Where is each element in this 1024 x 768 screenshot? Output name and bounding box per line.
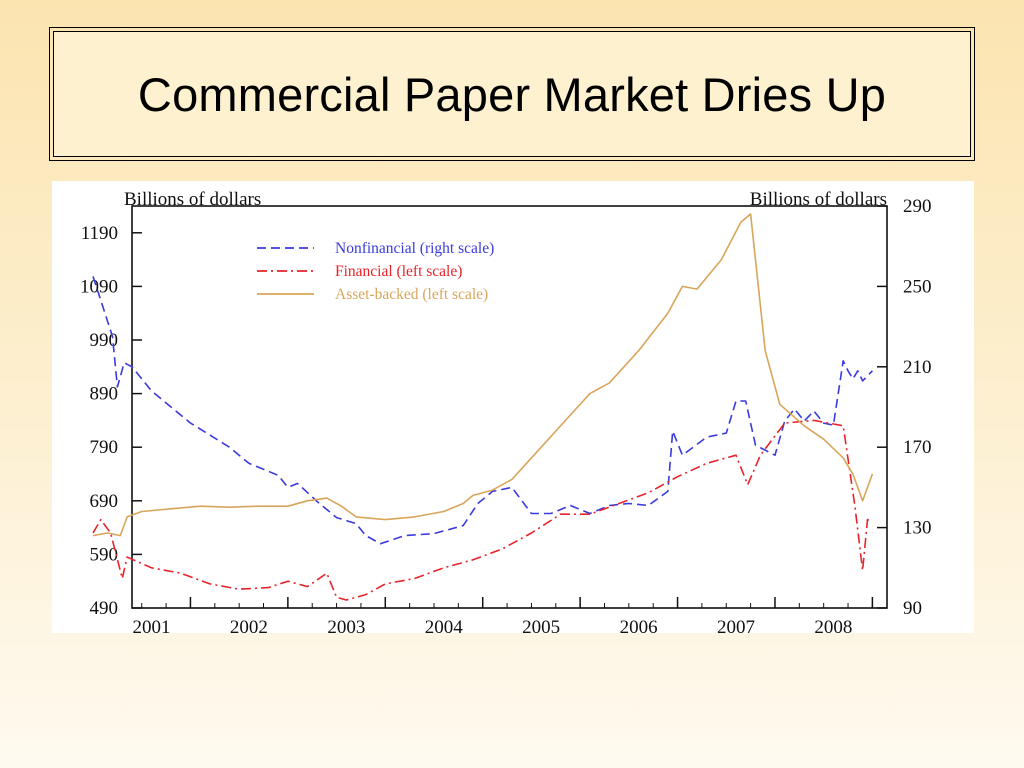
left-tick-label: 790 xyxy=(90,437,119,458)
asset-backed-series-line xyxy=(92,213,874,537)
right-tick-label: 90 xyxy=(903,598,922,619)
right-tick-label: 130 xyxy=(903,518,932,539)
legend-entry: Asset-backed (left scale) xyxy=(335,286,488,303)
left-tick-label: 1090 xyxy=(80,276,118,297)
x-tick-label: 2005 xyxy=(522,617,560,633)
slide-title: Commercial Paper Market Dries Up xyxy=(137,67,887,121)
right-axis-label: Billions of dollars xyxy=(750,189,887,210)
left-tick-label: 890 xyxy=(90,384,119,405)
left-tick-label: 590 xyxy=(90,544,119,565)
right-tick-label: 210 xyxy=(903,357,932,378)
slide-title-box: Commercial Paper Market Dries Up xyxy=(49,27,975,161)
right-tick-label: 250 xyxy=(903,276,932,297)
legend-entry: Financial (left scale) xyxy=(335,263,462,280)
financial-series-line xyxy=(92,419,873,601)
legend-entry: Nonfinancial (right scale) xyxy=(335,240,494,257)
x-tick-label: 2008 xyxy=(814,617,852,633)
nonfinancial-series-line xyxy=(92,276,873,545)
chart-panel: 490 590 690 790 890 990 1090 1190 90 130 170 210 250… xyxy=(52,181,974,633)
left-tick-label: 1190 xyxy=(81,223,118,244)
x-tick-label: 2002 xyxy=(230,617,268,633)
commercial-paper-chart: 490 590 690 790 890 990 1090 1190 90 130 170 210 250… xyxy=(80,189,932,633)
left-axis-label: Billions of dollars xyxy=(124,189,261,210)
plot-frame xyxy=(131,205,888,609)
left-tick-label: 490 xyxy=(90,598,119,619)
x-tick-label: 2004 xyxy=(425,617,464,633)
x-tick-label: 2003 xyxy=(327,617,365,633)
x-tick-label: 2007 xyxy=(717,617,755,633)
x-tick-label: 2006 xyxy=(620,617,658,633)
left-tick-label: 990 xyxy=(90,330,119,351)
left-tick-label: 690 xyxy=(90,491,119,512)
right-tick-label: 290 xyxy=(903,196,932,217)
x-tick-label: 2001 xyxy=(132,617,170,633)
right-tick-label: 170 xyxy=(903,437,932,458)
slide-title-inner: Commercial Paper Market Dries Up xyxy=(53,31,971,157)
